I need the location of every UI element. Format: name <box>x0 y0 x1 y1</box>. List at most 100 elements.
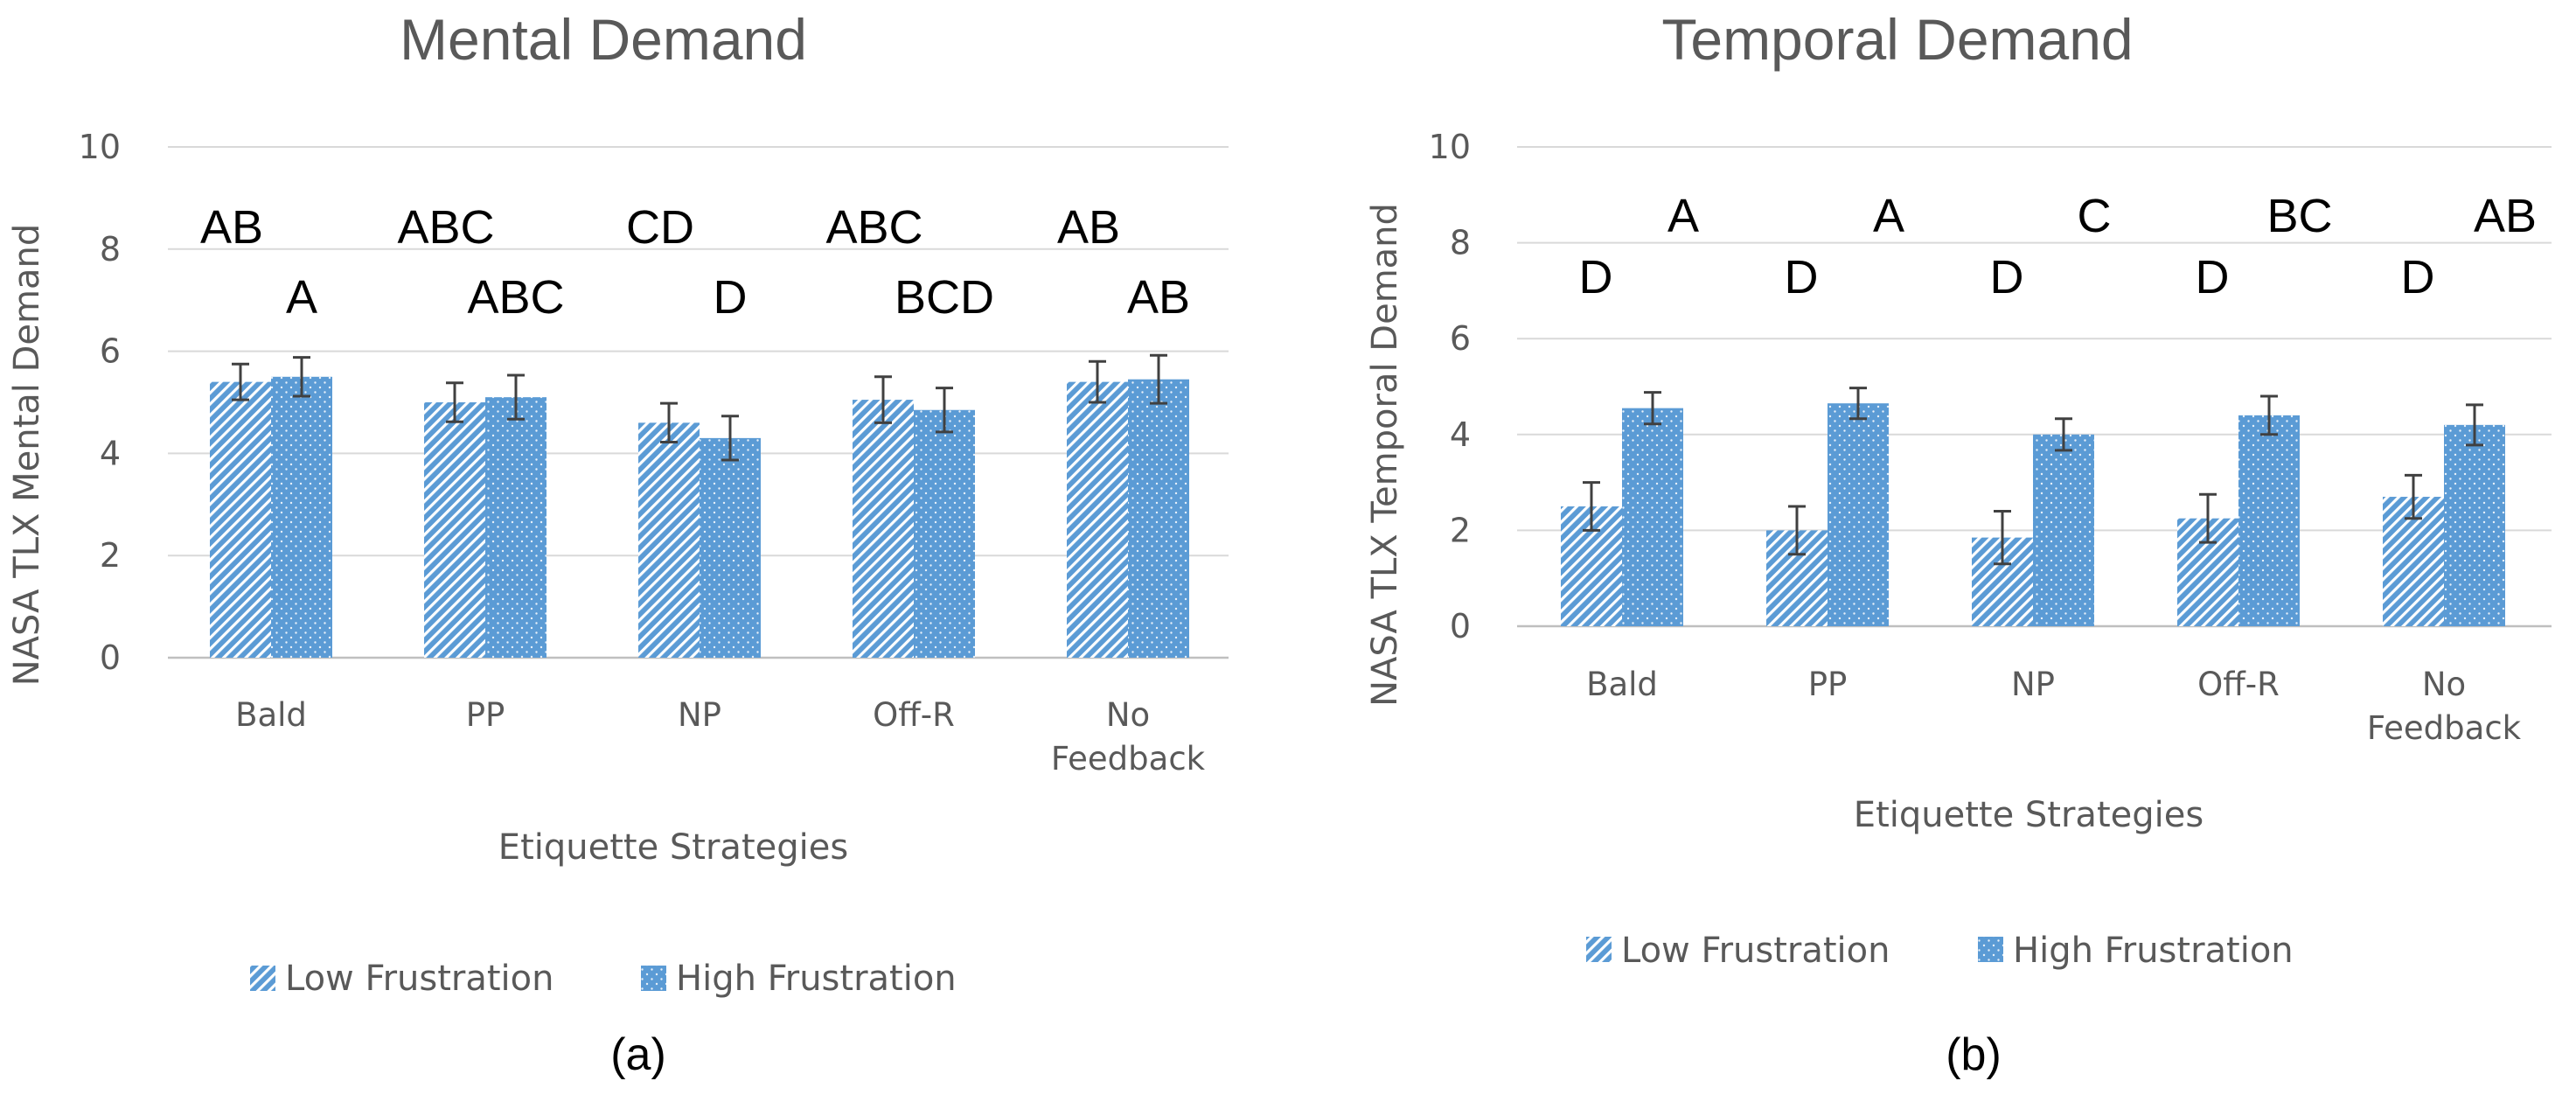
error-bar <box>232 362 249 401</box>
y-axis-ticks: 0 2 4 6 8 10 <box>79 128 121 677</box>
legend-label-low: Low Frustration <box>1621 931 1890 971</box>
bar-low-frustration <box>210 381 271 658</box>
y-tick-label: 8 <box>1450 224 1471 262</box>
y-axis-label: NASA TLX Mental Demand <box>7 224 47 686</box>
error-bar <box>2260 394 2278 436</box>
significance-letters: AB <box>2474 190 2537 242</box>
legend-label-high: High Frustration <box>2013 931 2294 971</box>
bar-high-frustration <box>914 409 975 658</box>
error-bar <box>446 381 463 423</box>
bar-high-frustration <box>2444 424 2505 626</box>
significance-letters: A <box>1873 190 1904 242</box>
error-bar <box>2466 403 2483 447</box>
error-bar <box>874 375 892 424</box>
legend-swatch-high <box>641 966 666 991</box>
x-tick-label: NP <box>2011 666 2055 703</box>
x-tick-label: PP <box>466 696 505 734</box>
bar-high-frustration <box>2238 415 2300 626</box>
error-bar <box>1849 387 1867 421</box>
y-tick-label: 6 <box>1450 319 1471 358</box>
significance-letters: ABC <box>825 201 922 254</box>
significance-letters: AB <box>1127 271 1190 324</box>
y-tick-label: 8 <box>100 230 121 269</box>
bar-low-frustration <box>424 402 485 658</box>
significance-letters: ABC <box>397 201 494 254</box>
significance-letters: ABC <box>467 271 564 324</box>
error-bar <box>2405 473 2422 520</box>
y-tick-label: 10 <box>79 128 121 166</box>
y-tick-label: 2 <box>100 536 121 575</box>
significance-letters: CD <box>626 201 694 254</box>
error-bar <box>721 415 739 462</box>
error-bar <box>1788 505 1806 556</box>
bar-high-frustration <box>1828 403 1889 626</box>
y-tick-label: 6 <box>100 332 121 371</box>
error-bar <box>293 356 310 398</box>
bar-high-frustration <box>1622 408 1683 626</box>
panel-caption: (b) <box>1946 1029 2002 1080</box>
x-tick-label: Bald <box>235 696 307 734</box>
error-bar <box>2055 417 2072 452</box>
bar-high-frustration <box>1128 379 1189 658</box>
significance-letters: D <box>1990 251 2024 303</box>
significance-letters: D <box>714 271 748 324</box>
legend-label-low: Low Frustration <box>285 959 553 999</box>
chart-panel-mental-demand: Mental Demand NASA TLX Mental Demand Eti… <box>7 7 1229 1080</box>
y-tick-label: 0 <box>100 638 121 677</box>
error-bar <box>936 387 953 434</box>
significance-letters: C <box>2078 190 2112 242</box>
y-axis-ticks: 0 2 4 6 8 10 <box>1429 128 1471 645</box>
legend-swatch-low <box>1586 937 1612 962</box>
error-bar <box>1089 359 1106 404</box>
bar-high-frustration <box>700 437 761 658</box>
panel-caption: (a) <box>610 1029 666 1080</box>
bar-low-frustration <box>853 400 914 658</box>
x-axis-label: Etiquette Strategies <box>498 827 848 868</box>
y-tick-label: 0 <box>1450 607 1471 645</box>
x-axis-ticks: Bald PP NP Off-R No Feedback <box>1586 666 2522 747</box>
significance-letters: A <box>286 271 317 324</box>
x-tick-label: Bald <box>1586 666 1658 703</box>
bar-low-frustration <box>1067 381 1128 658</box>
bar-high-frustration <box>2033 434 2094 626</box>
y-tick-label: 2 <box>1450 511 1471 549</box>
x-axis-ticks: Bald PP NP Off-R No Feedback <box>235 696 1206 778</box>
chart-panel-temporal-demand: Temporal Demand NASA TLX Temporal Demand… <box>1365 7 2552 1080</box>
x-tick-label: No Feedback <box>2367 666 2522 747</box>
significance-letters: BCD <box>895 271 994 324</box>
error-bar <box>1150 353 1167 405</box>
x-tick-label: Off-R <box>873 696 955 734</box>
chart-title: Temporal Demand <box>1661 7 2133 72</box>
y-axis-label: NASA TLX Temporal Demand <box>1365 203 1405 707</box>
legend-swatch-low <box>250 966 275 991</box>
legend: Low Frustration High Frustration <box>250 959 957 999</box>
y-tick-label: 4 <box>1450 415 1471 454</box>
error-bar <box>1994 509 2011 566</box>
x-tick-label: PP <box>1808 666 1848 703</box>
error-bar <box>660 401 678 444</box>
bar-high-frustration <box>485 397 547 658</box>
x-axis-label: Etiquette Strategies <box>1854 795 2204 835</box>
x-tick-label: NP <box>678 696 721 734</box>
x-tick-label: Off-R <box>2197 666 2280 703</box>
legend: Low Frustration High Frustration <box>1586 931 2294 971</box>
significance-letters: D <box>2196 251 2230 303</box>
significance-letters: AB <box>200 201 263 254</box>
bar-series: D A D A D C D BC D AB <box>1561 190 2537 626</box>
x-tick-label: No Feedback <box>1051 696 1206 778</box>
error-bar <box>2199 492 2217 544</box>
error-bar <box>1644 391 1661 426</box>
error-bar <box>1583 481 1600 532</box>
significance-letters: D <box>1785 251 1819 303</box>
y-tick-label: 10 <box>1429 128 1471 166</box>
significance-letters: A <box>1667 190 1699 242</box>
y-tick-label: 4 <box>100 434 121 472</box>
chart-title: Mental Demand <box>400 7 807 72</box>
error-bar <box>507 373 525 421</box>
significance-letters: BC <box>2266 190 2332 242</box>
legend-label-high: High Frustration <box>676 959 957 999</box>
bar-low-frustration <box>638 422 700 658</box>
significance-letters: D <box>2401 251 2435 303</box>
